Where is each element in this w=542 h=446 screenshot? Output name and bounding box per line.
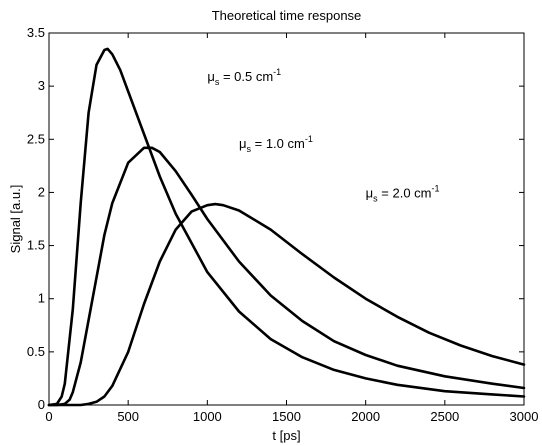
x-tick-label: 1500: [272, 409, 301, 424]
x-axis-label: t [ps]: [272, 428, 300, 443]
y-tick-label: 2: [38, 184, 45, 199]
chart-title: Theoretical time response: [212, 8, 362, 23]
y-tick-label: 1: [38, 291, 45, 306]
y-axis-label: Signal [a.u.]: [8, 185, 23, 254]
series-line-3: [47, 202, 526, 407]
series-annotation-3: μs = 2.0 cm-1: [366, 184, 440, 204]
x-tick-label: 2000: [351, 409, 380, 424]
x-tick-label: 1000: [193, 409, 222, 424]
series-annotation-1: μs = 0.5 cm-1: [207, 67, 281, 87]
series-line-1: [47, 47, 526, 407]
x-tick-label: 2500: [430, 409, 459, 424]
annotation-group: μs = 0.5 cm-1 μs = 1.0 cm-1 μs = 2.0 cm-1: [207, 67, 439, 204]
y-tick-label: 0.5: [27, 344, 45, 359]
series-group: [47, 47, 526, 407]
series-annotation-2: μs = 1.0 cm-1: [239, 134, 313, 154]
y-tick-label: 2.5: [27, 131, 45, 146]
y-tick-label: 1.5: [27, 238, 45, 253]
y-tick-label: 0: [38, 397, 45, 412]
y-tick-label: 3: [38, 78, 45, 93]
x-axis-ticks: 0 500 1000 1500 2000 2500 3000: [45, 33, 538, 424]
series-line-2: [47, 146, 526, 407]
x-tick-label: 0: [45, 409, 52, 424]
x-tick-label: 3000: [510, 409, 539, 424]
y-axis-ticks: 0 0.5 1 1.5 2 2.5 3 3.5: [27, 25, 524, 412]
y-tick-label: 3.5: [27, 25, 45, 40]
x-tick-label: 500: [117, 409, 139, 424]
